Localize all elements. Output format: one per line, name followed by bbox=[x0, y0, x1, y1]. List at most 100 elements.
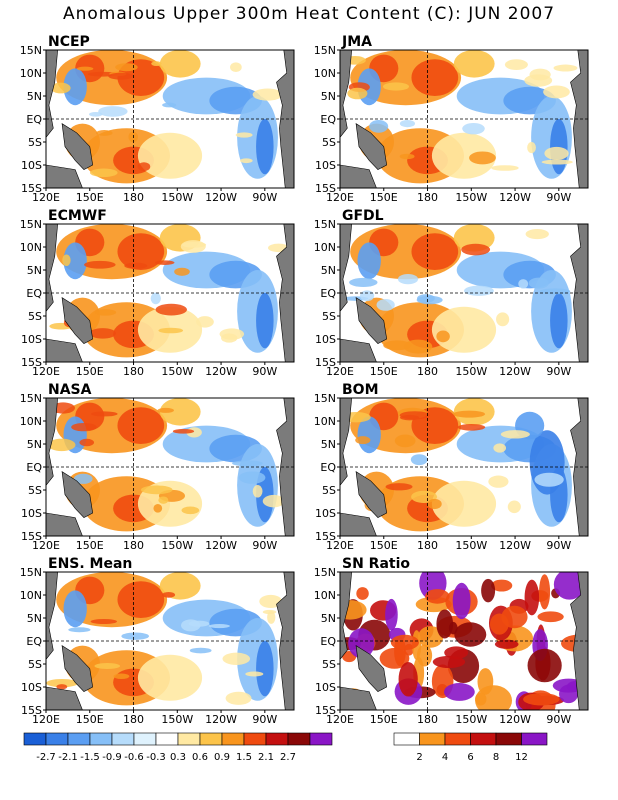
lat-label: 5S bbox=[28, 658, 42, 671]
lat-label: 15S bbox=[315, 530, 336, 543]
lon-label: 180 bbox=[123, 365, 144, 378]
land-australia bbox=[46, 164, 83, 188]
lon-label: 120E bbox=[326, 539, 354, 552]
anomaly-swatch bbox=[67, 732, 91, 746]
anomaly-swatch bbox=[155, 732, 179, 746]
lat-label: 15N bbox=[314, 566, 336, 579]
lon-label: 120W bbox=[499, 191, 531, 204]
lat-label: 15S bbox=[315, 704, 336, 717]
lon-label: 90W bbox=[252, 365, 277, 378]
lat-label: 5S bbox=[322, 310, 336, 323]
sn-tick-label: 8 bbox=[493, 752, 499, 763]
lat-label: 5S bbox=[322, 136, 336, 149]
anomaly-tick-label: -0.6 bbox=[124, 752, 144, 763]
sn-swatch bbox=[521, 732, 548, 746]
land-new-guinea bbox=[61, 123, 94, 170]
sn-swatch bbox=[444, 732, 471, 746]
lon-label: 150E bbox=[76, 539, 104, 552]
lon-label: 150W bbox=[455, 713, 487, 726]
lat-label: 10S bbox=[21, 507, 42, 520]
lon-label: 150E bbox=[76, 191, 104, 204]
lat-label: 15N bbox=[20, 44, 42, 57]
lon-label: 120W bbox=[205, 365, 237, 378]
anomaly-swatch bbox=[243, 732, 267, 746]
lon-label: 120E bbox=[326, 713, 354, 726]
anomaly-tick-label: -0.3 bbox=[146, 752, 166, 763]
anomaly-swatch bbox=[199, 732, 223, 746]
anomaly-swatch bbox=[221, 732, 245, 746]
lon-label: 90W bbox=[252, 713, 277, 726]
lat-label: 15N bbox=[314, 392, 336, 405]
lat-label: EQ bbox=[26, 461, 42, 474]
panel-title: JMA bbox=[341, 34, 372, 50]
land-australia bbox=[46, 686, 83, 710]
lon-label: 150E bbox=[370, 539, 398, 552]
land-new-guinea bbox=[61, 471, 94, 518]
lon-label: 150E bbox=[370, 713, 398, 726]
lon-label: 120W bbox=[499, 539, 531, 552]
lon-label: 150W bbox=[455, 365, 487, 378]
lat-label: EQ bbox=[320, 635, 336, 648]
lon-label: 180 bbox=[123, 191, 144, 204]
lat-label: 15N bbox=[314, 44, 336, 57]
anomaly-tick-label: 0.3 bbox=[170, 752, 186, 763]
anomaly-swatch bbox=[287, 732, 311, 746]
lon-label: 150W bbox=[455, 539, 487, 552]
land-americas bbox=[276, 224, 294, 362]
lon-label: 90W bbox=[252, 539, 277, 552]
field-7 bbox=[340, 572, 588, 710]
lat-label: 10N bbox=[20, 415, 42, 428]
sn-colorbar: 2 4 6 8 12 bbox=[393, 732, 548, 763]
lon-label: 120E bbox=[326, 191, 354, 204]
anomaly-tick-label: 0.9 bbox=[214, 752, 230, 763]
lat-label: EQ bbox=[26, 635, 42, 648]
lat-label: 15S bbox=[315, 182, 336, 195]
land-asia bbox=[340, 572, 352, 660]
anomaly-tick-label: -2.7 bbox=[36, 752, 56, 763]
lat-label: 5N bbox=[27, 90, 42, 103]
lat-label: 5S bbox=[322, 658, 336, 671]
lat-label: 15N bbox=[20, 218, 42, 231]
panel-title: SN Ratio bbox=[342, 556, 410, 572]
lat-label: 5S bbox=[322, 484, 336, 497]
land-americas bbox=[570, 50, 588, 188]
panel-title: NCEP bbox=[48, 34, 90, 50]
land-australia bbox=[46, 338, 83, 362]
lat-label: 10N bbox=[314, 415, 336, 428]
lat-label: 10N bbox=[314, 241, 336, 254]
lat-label: 10S bbox=[21, 681, 42, 694]
land-australia bbox=[340, 512, 377, 536]
lon-label: 120W bbox=[205, 539, 237, 552]
land-asia bbox=[46, 224, 58, 312]
lat-label: 15N bbox=[314, 218, 336, 231]
land-asia bbox=[340, 398, 352, 486]
lat-label: 10N bbox=[314, 67, 336, 80]
figure-title: Anomalous Upper 300m Heat Content (C): J… bbox=[62, 4, 556, 24]
lon-label: 120E bbox=[32, 365, 60, 378]
lon-label: 120W bbox=[205, 713, 237, 726]
sn-swatch bbox=[393, 732, 420, 746]
lon-label: 90W bbox=[546, 539, 571, 552]
lat-label: 15S bbox=[21, 356, 42, 369]
lat-label: 10S bbox=[315, 681, 336, 694]
lon-label: 120E bbox=[326, 365, 354, 378]
lat-label: 5N bbox=[27, 438, 42, 451]
lat-label: 5S bbox=[28, 484, 42, 497]
lon-label: 90W bbox=[546, 191, 571, 204]
lat-label: 15S bbox=[21, 182, 42, 195]
land-americas bbox=[570, 398, 588, 536]
lat-label: 15N bbox=[20, 392, 42, 405]
lat-label: 10S bbox=[21, 159, 42, 172]
lon-label: 180 bbox=[123, 539, 144, 552]
land-new-guinea bbox=[355, 471, 388, 518]
panel-title: GFDL bbox=[342, 208, 384, 224]
lat-label: 15S bbox=[21, 704, 42, 717]
sn-tick-label: 2 bbox=[416, 752, 422, 763]
lon-label: 90W bbox=[546, 365, 571, 378]
lon-label: 120E bbox=[32, 713, 60, 726]
lat-label: 15S bbox=[315, 356, 336, 369]
